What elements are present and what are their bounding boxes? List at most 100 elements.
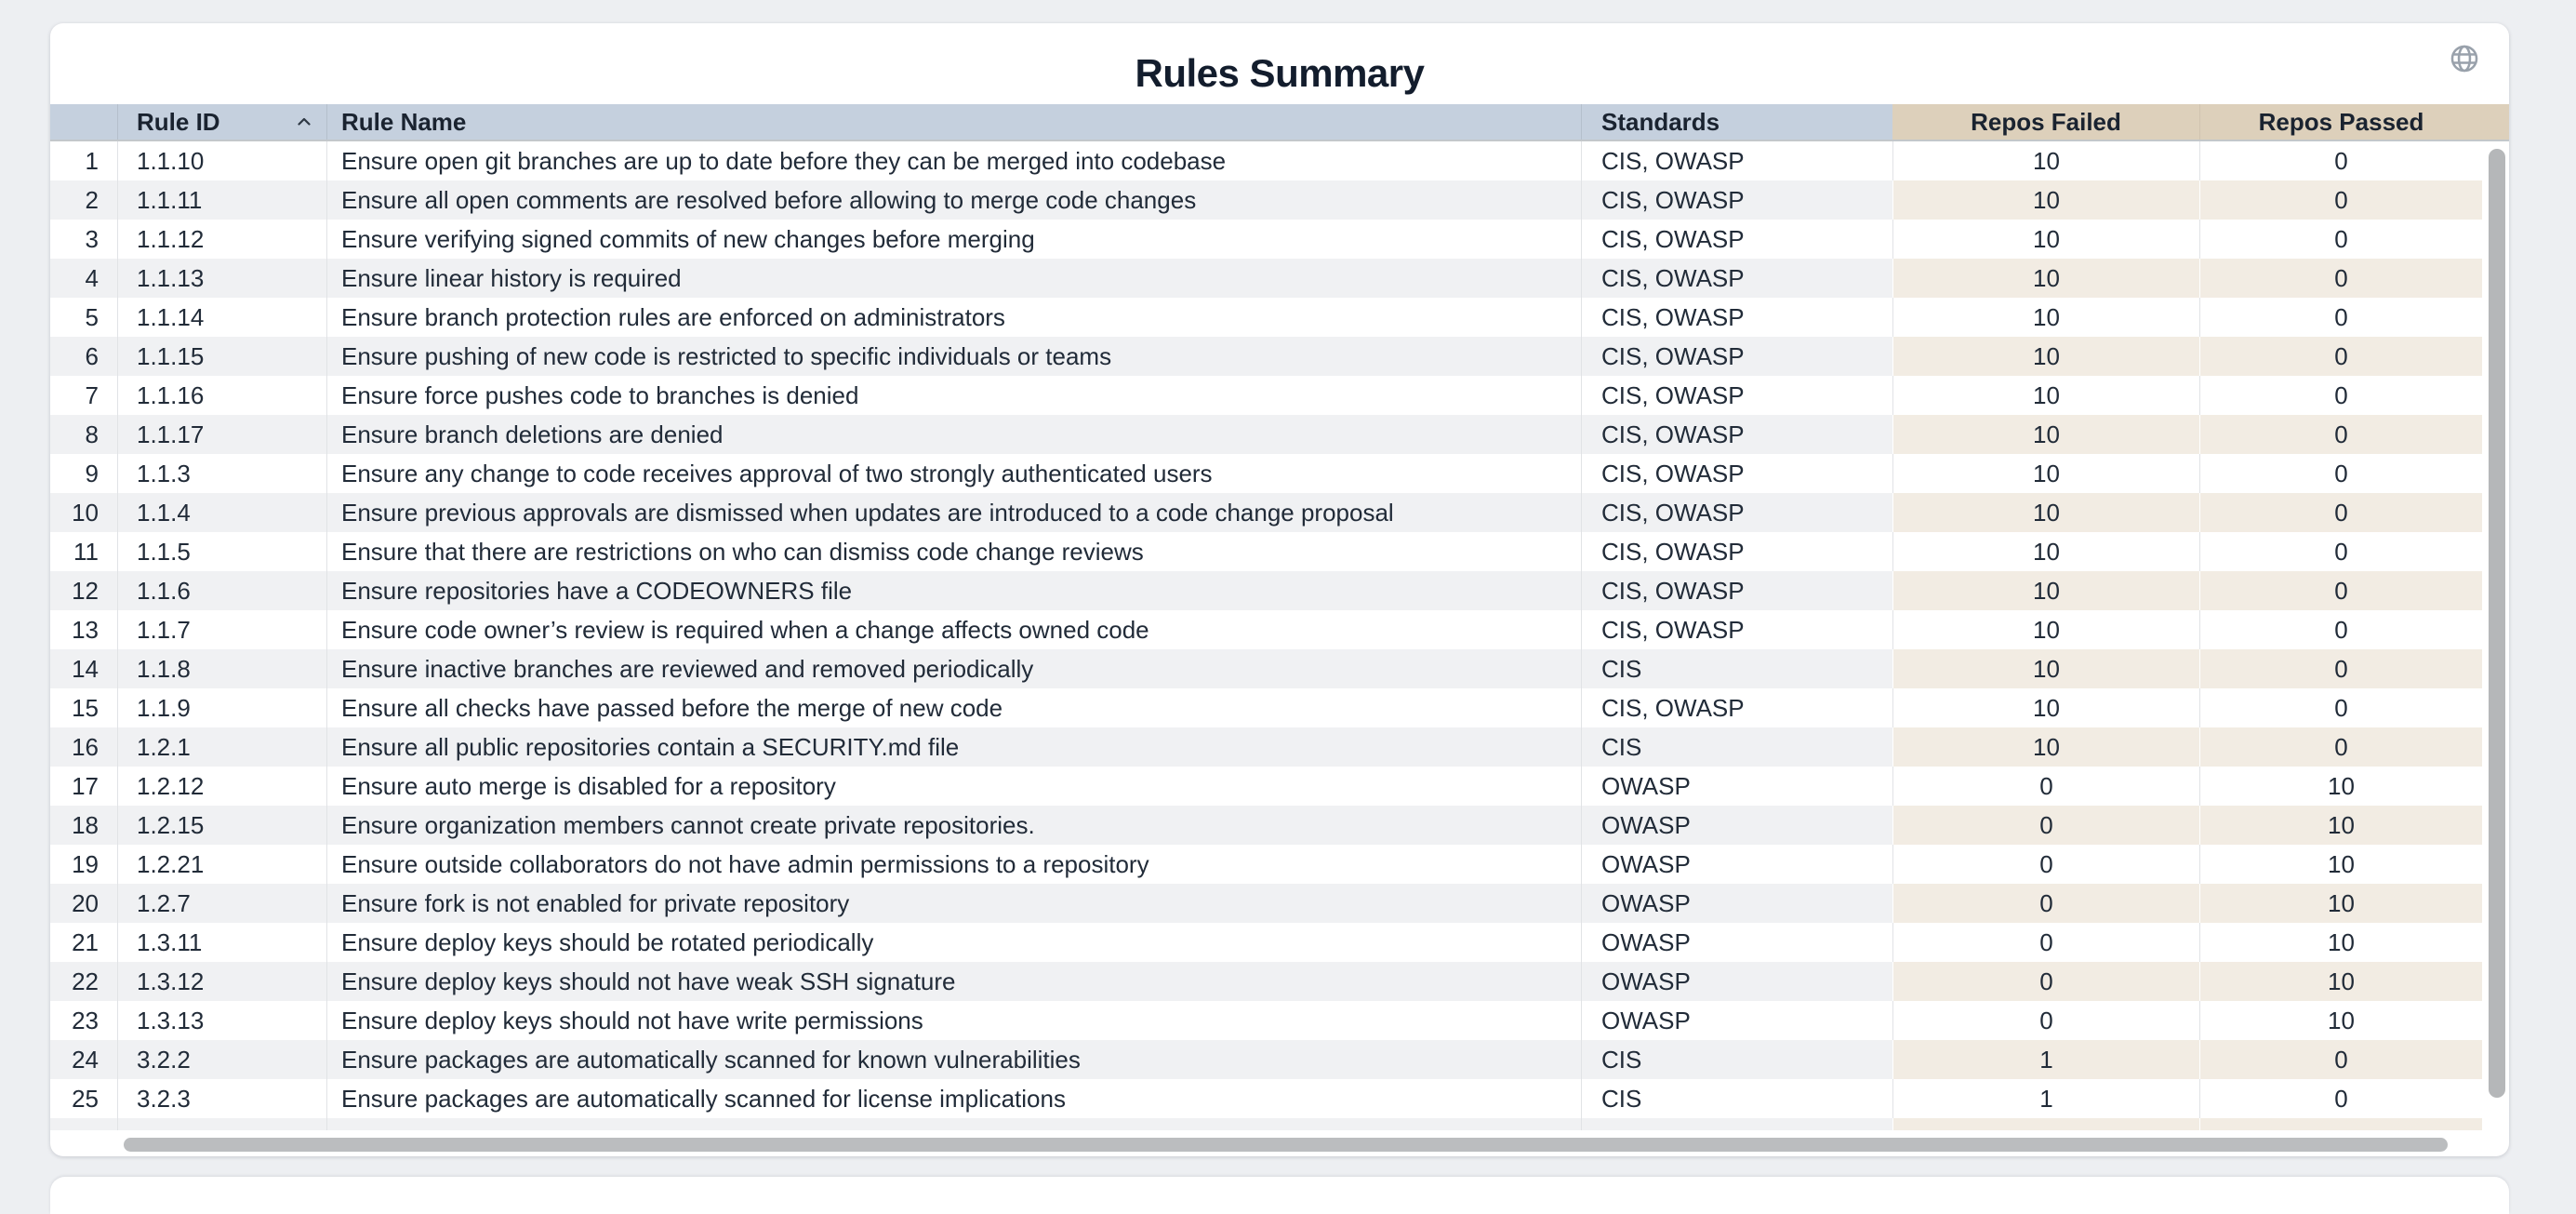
repos-passed-cell: 0	[2199, 688, 2482, 727]
standards-cell: OWASP	[1581, 845, 1892, 884]
rule-id-cell: 1.2.15	[117, 806, 326, 845]
row-index: 10	[50, 493, 117, 532]
table-row[interactable]: 4 1.1.13 Ensure linear history is requir…	[50, 259, 2482, 298]
standards-cell: OWASP	[1581, 923, 1892, 962]
repos-passed-cell: 10	[2199, 1001, 2482, 1040]
table-body: 1 1.1.10 Ensure open git branches are up…	[50, 141, 2482, 1130]
table-row[interactable]: 24 3.2.2 Ensure packages are automatical…	[50, 1040, 2482, 1079]
rule-name-cell: Ensure packages are automatically scanne…	[326, 1040, 1581, 1079]
rule-name-cell: Ensure repositories have a CODEOWNERS fi…	[326, 571, 1581, 610]
repos-failed-cell: 0	[1892, 1001, 2199, 1040]
rule-name-cell: Ensure inactive branches are reviewed an…	[326, 649, 1581, 688]
table-row[interactable]: 3 1.1.12 Ensure verifying signed commits…	[50, 220, 2482, 259]
row-index: 3	[85, 224, 99, 253]
table-row[interactable]: 14 1.1.8 Ensure inactive branches are re…	[50, 649, 2482, 688]
table-row[interactable]: 22 1.3.12 Ensure deploy keys should not …	[50, 962, 2482, 1001]
standards-cell: CIS, OWASP	[1581, 259, 1892, 298]
rule-id-cell: 1.1.16	[117, 376, 326, 415]
repos-passed-cell: 10	[2199, 806, 2482, 845]
table-row[interactable]: 23 1.3.13 Ensure deploy keys should not …	[50, 1001, 2482, 1040]
repos-failed-cell: 10	[1892, 649, 2199, 688]
table-row[interactable]: 20 1.2.7 Ensure fork is not enabled for …	[50, 884, 2482, 923]
repos-failed-cell: 10	[1892, 298, 2199, 337]
repos-passed-cell: 0	[2199, 141, 2482, 180]
table-row[interactable]: 8 1.1.17 Ensure branch deletions are den…	[50, 415, 2482, 454]
header-label-repos-failed: Repos Failed	[1971, 107, 2121, 136]
table-row[interactable]: 10 1.1.4 Ensure previous approvals are d…	[50, 493, 2482, 532]
table-row[interactable]: 25 3.2.3 Ensure packages are automatical…	[50, 1079, 2482, 1118]
header-cell-rule-id[interactable]: Rule ID	[117, 104, 326, 140]
rule-id-cell: 1.1.7	[117, 610, 326, 649]
standards-cell: CIS, OWASP	[1581, 454, 1892, 493]
table-row[interactable]: 5 1.1.14 Ensure branch protection rules …	[50, 298, 2482, 337]
rule-id-cell: 1.1.13	[117, 259, 326, 298]
rule-name-cell: Ensure branch deletions are denied	[326, 415, 1581, 454]
table-row[interactable]: 1 1.1.10 Ensure open git branches are up…	[50, 141, 2482, 180]
header-label-rule-id: Rule ID	[137, 107, 220, 136]
table-row[interactable]: 16 1.2.1 Ensure all public repositories …	[50, 727, 2482, 767]
table-row[interactable]: 18 1.2.15 Ensure organization members ca…	[50, 806, 2482, 845]
table-row[interactable]: 19 1.2.21 Ensure outside collaborators d…	[50, 845, 2482, 884]
repos-passed-cell: 0	[2199, 180, 2482, 220]
repos-passed-cell: 0	[2199, 376, 2482, 415]
row-index: 15	[72, 693, 99, 722]
table-row[interactable]: 17 1.2.12 Ensure auto merge is disabled …	[50, 767, 2482, 806]
rule-id-cell: 1.1.5	[117, 532, 326, 571]
row-index: 24	[50, 1040, 117, 1079]
standards-cell: OWASP	[1581, 962, 1892, 1001]
rule-name-cell: Ensure all open comments are resolved be…	[326, 180, 1581, 220]
rule-name-cell: Ensure open git branches are up to date …	[326, 141, 1581, 180]
repos-passed-cell: 0	[2199, 1079, 2482, 1118]
header-cell-repos-failed[interactable]: Repos Failed	[1892, 104, 2199, 140]
table-row[interactable]: 21 1.3.11 Ensure deploy keys should be r…	[50, 923, 2482, 962]
repos-passed-cell: 10	[2199, 923, 2482, 962]
row-index: 20	[50, 884, 117, 923]
repos-passed-cell: 0	[2199, 1040, 2482, 1079]
rule-id-cell: 1.3.11	[117, 923, 326, 962]
rule-id-cell: 1.2.7	[117, 884, 326, 923]
rule-name-cell: Ensure deploy keys should not have weak …	[326, 962, 1581, 1001]
globe-button[interactable]	[2449, 43, 2480, 74]
repos-failed-cell: 10	[1892, 141, 2199, 180]
repos-failed-cell: 0	[1892, 845, 2199, 884]
table-row[interactable]: 6 1.1.15 Ensure pushing of new code is r…	[50, 337, 2482, 376]
rule-name-cell: Ensure all checks have passed before the…	[326, 688, 1581, 727]
rule-name-cell: Ensure code owner’s review is required w…	[326, 610, 1581, 649]
repos-failed-cell: 1	[1892, 1079, 2199, 1118]
rule-name-cell: Ensure all public repositories contain a…	[326, 727, 1581, 767]
repos-passed-cell: 10	[2199, 767, 2482, 806]
standards-cell: CIS, OWASP	[1581, 298, 1892, 337]
row-index: 14	[50, 649, 117, 688]
rule-name-cell: Ensure pushing of new code is restricted…	[326, 337, 1581, 376]
row-index: 5	[85, 302, 99, 331]
table-row[interactable]: 11 1.1.5 Ensure that there are restricti…	[50, 532, 2482, 571]
table-row[interactable]: 2 1.1.11 Ensure all open comments are re…	[50, 180, 2482, 220]
horizontal-scrollbar-thumb[interactable]	[124, 1138, 2448, 1152]
table-row[interactable]: 13 1.1.7 Ensure code owner’s review is r…	[50, 610, 2482, 649]
rule-name-cell: Ensure fork is not enabled for private r…	[326, 884, 1581, 923]
header-cell-repos-passed[interactable]: Repos Passed	[2199, 104, 2482, 140]
table-row[interactable]: 15 1.1.9 Ensure all checks have passed b…	[50, 688, 2482, 727]
row-index: 9	[85, 459, 99, 487]
standards-cell: OWASP	[1581, 806, 1892, 845]
table-row[interactable]: 7 1.1.16 Ensure force pushes code to bra…	[50, 376, 2482, 415]
repos-passed-cell: 0	[2199, 493, 2482, 532]
rule-id-cell: 1.3.13	[117, 1001, 326, 1040]
repos-failed-cell: 10	[1892, 610, 2199, 649]
table-row[interactable]: 9 1.1.3 Ensure any change to code receiv…	[50, 454, 2482, 493]
rule-name-cell: Ensure deploy keys should not have write…	[326, 1001, 1581, 1040]
header-cell-rule-name[interactable]: Rule Name	[326, 104, 1581, 140]
rule-id-cell: 1.1.9	[117, 688, 326, 727]
rule-id-cell: 1.1.10	[117, 141, 326, 180]
repos-passed-cell: 0	[2199, 298, 2482, 337]
vertical-scrollbar-thumb[interactable]	[2489, 149, 2505, 1098]
rule-name-cell: Ensure force pushes code to branches is …	[326, 376, 1581, 415]
repos-passed-cell: 0	[2199, 649, 2482, 688]
repos-failed-cell: 1	[1892, 1040, 2199, 1079]
standards-cell: CIS, OWASP	[1581, 220, 1892, 259]
row-index: 11	[73, 537, 99, 566]
row-index: 2	[50, 180, 117, 220]
row-index: 6	[50, 337, 117, 376]
header-cell-standards[interactable]: Standards	[1581, 104, 1892, 140]
table-row[interactable]: 12 1.1.6 Ensure repositories have a CODE…	[50, 571, 2482, 610]
